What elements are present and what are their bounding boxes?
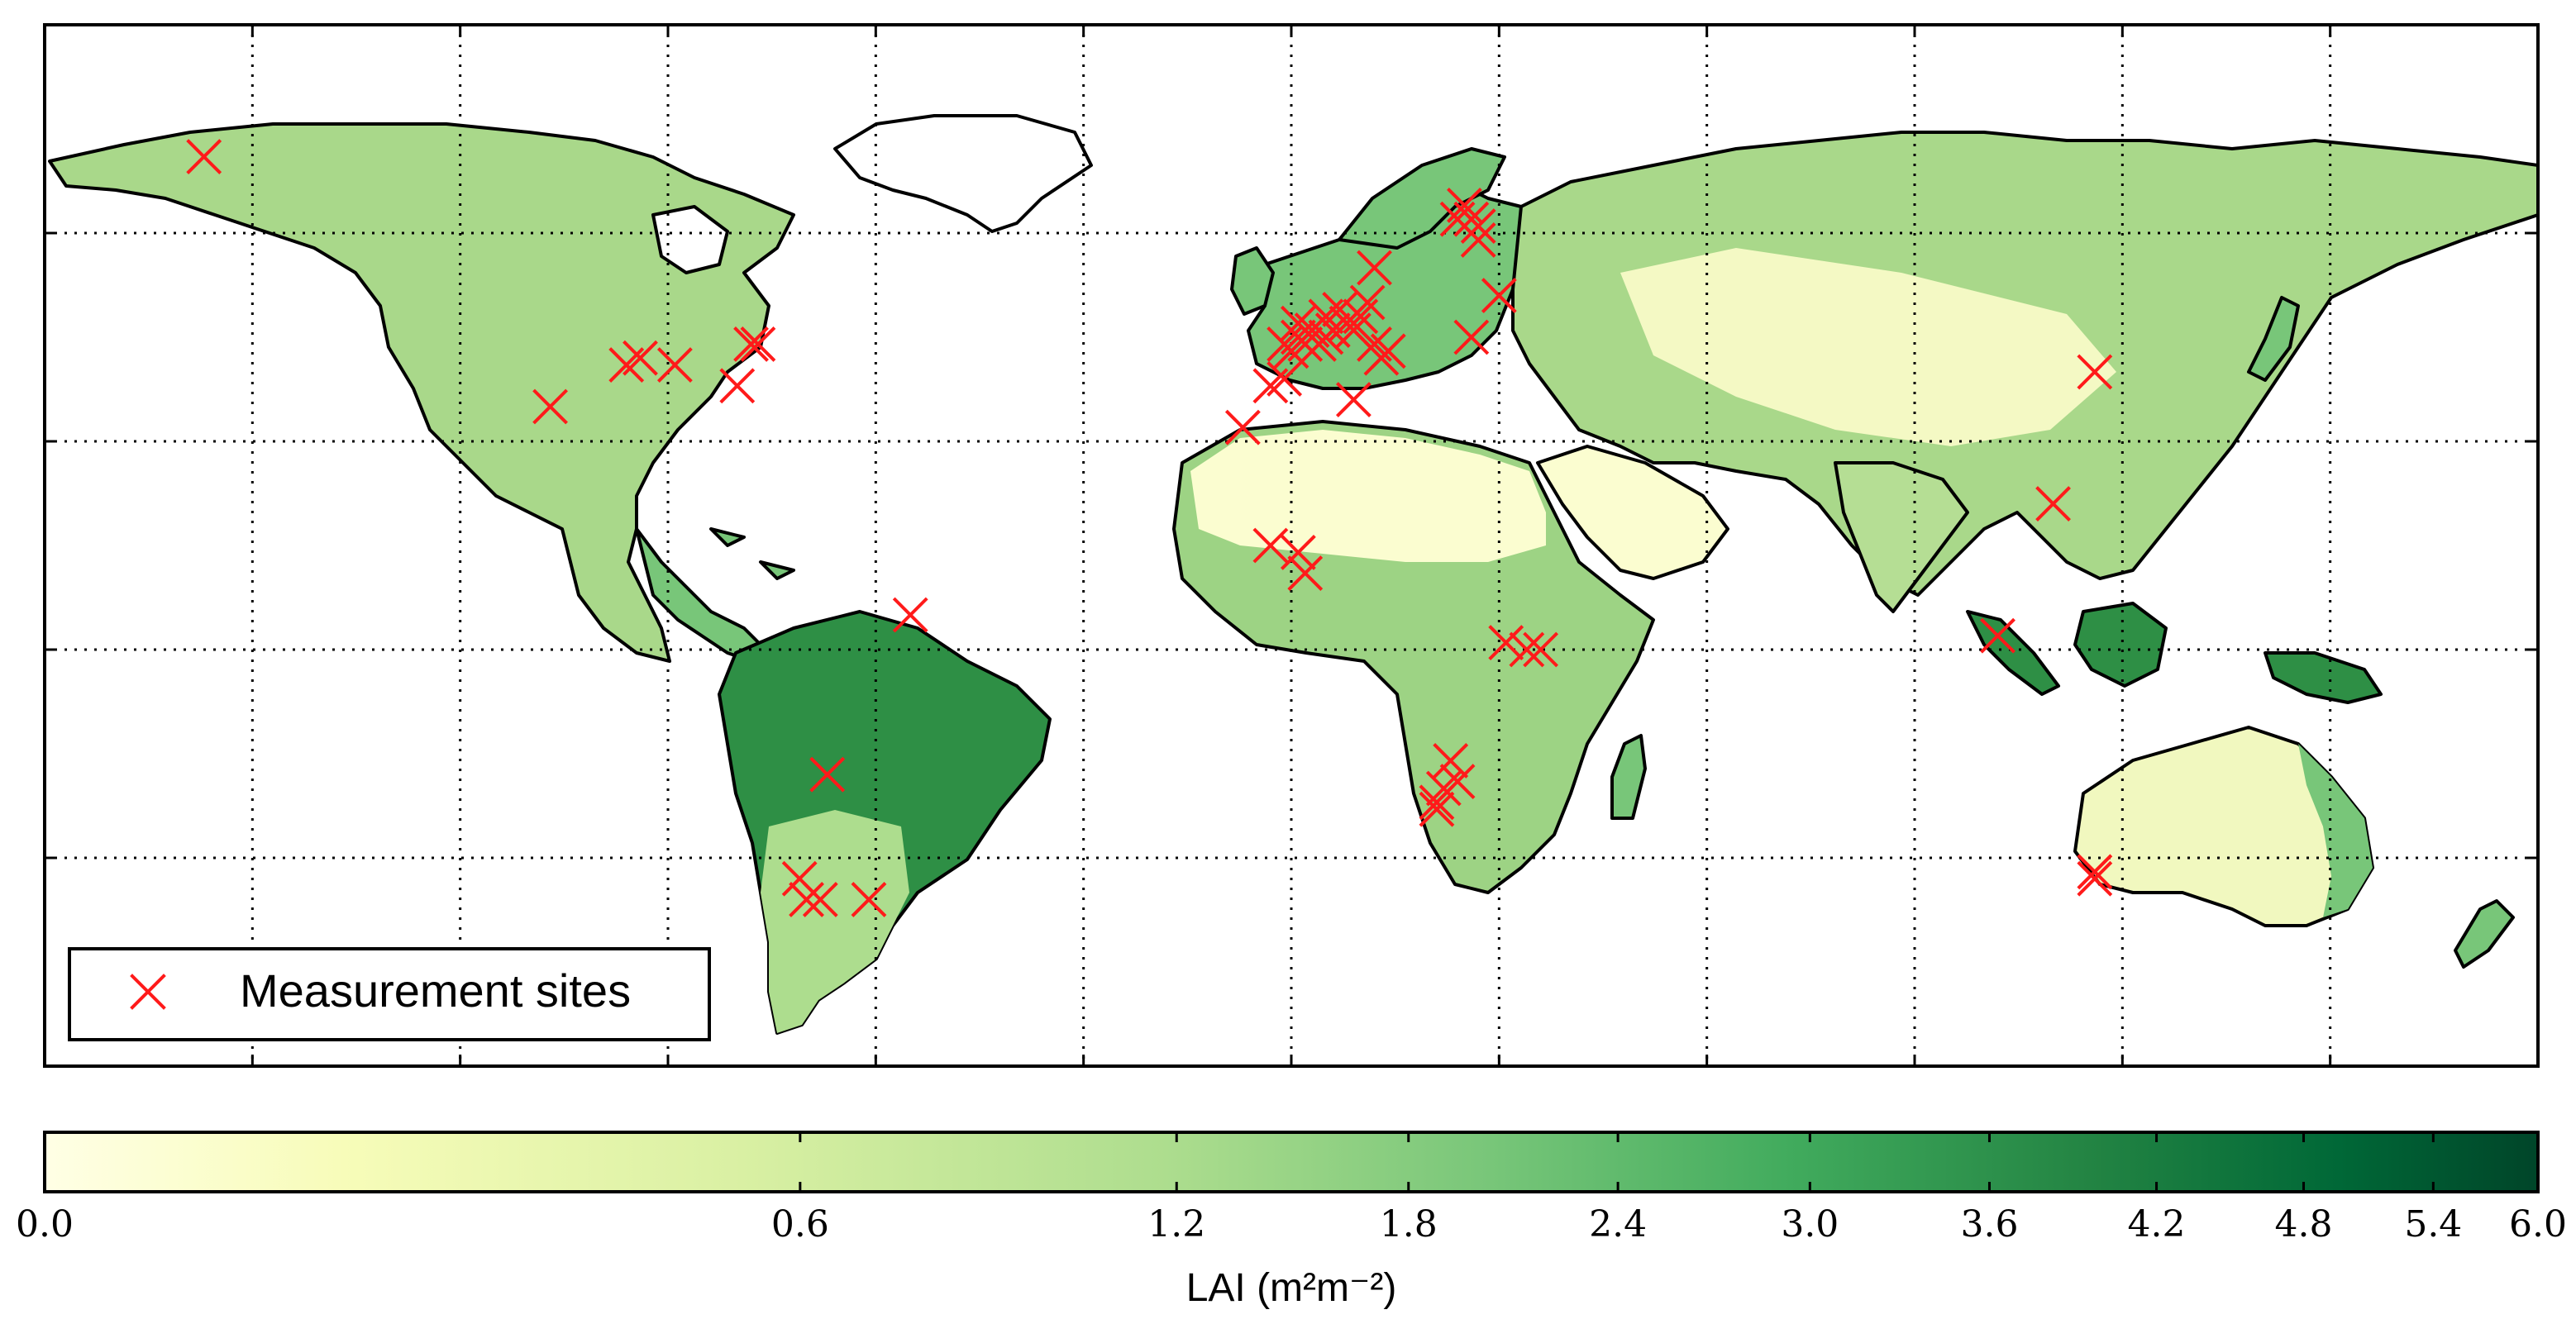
site-marker <box>1523 631 1559 668</box>
site-marker <box>1252 527 1289 564</box>
site-marker <box>1287 555 1324 592</box>
site-marker <box>1224 409 1261 445</box>
site-marker <box>2077 854 2113 890</box>
borneo <box>2073 602 2168 688</box>
legend-label: Measurement sites <box>240 964 631 1017</box>
greenland <box>833 114 1093 233</box>
legend: Measurement sites <box>68 947 711 1041</box>
colorbar-tick-label: 3.6 <box>1960 1203 2018 1245</box>
north-america <box>48 122 795 663</box>
colorbar-title: LAI (m²m⁻²) <box>1186 1266 1397 1310</box>
site-marker <box>1460 221 1496 258</box>
site-marker <box>1481 278 1517 314</box>
central-asia-desert <box>1620 248 2116 446</box>
site-marker <box>802 881 838 917</box>
site-marker <box>1509 631 1545 668</box>
british-isles <box>1230 246 1275 316</box>
south-america-south <box>761 810 909 1033</box>
colorbar-tick-label: 5.4 <box>2404 1203 2462 1245</box>
india <box>1834 461 1969 613</box>
site-marker <box>1370 333 1406 369</box>
site-marker <box>623 340 658 376</box>
colorbar-tick-label: 0.6 <box>771 1203 829 1245</box>
colorbar-gradient <box>43 1131 2540 1193</box>
gridlines <box>45 25 2538 1066</box>
legend-x-icon <box>130 974 166 1010</box>
colorbar-tick-label: 1.8 <box>1380 1203 1438 1245</box>
site-marker <box>1488 625 1524 661</box>
hudson-bay <box>651 205 729 274</box>
site-marker <box>1335 382 1371 418</box>
colorbar-tick-label: 0.0 <box>16 1203 74 1245</box>
site-marker <box>1267 360 1303 397</box>
site-marker <box>1280 534 1316 570</box>
land-layer <box>48 114 2538 1035</box>
site-marker <box>892 597 928 633</box>
site-marker <box>2035 486 2071 522</box>
site-marker <box>1980 617 2015 654</box>
new-guinea <box>2264 651 2383 704</box>
site-marker <box>809 756 846 793</box>
site-marker <box>719 368 756 404</box>
japan <box>2247 296 2300 382</box>
map-frame <box>43 23 2540 1068</box>
colorbar-tick-label: 3.0 <box>1781 1203 1839 1245</box>
site-marker <box>1419 791 1455 827</box>
measurement-sites <box>186 139 2113 917</box>
site-marker <box>1460 208 1496 245</box>
site-marker <box>733 326 769 362</box>
site-marker <box>1453 319 1490 355</box>
site-marker <box>1419 784 1455 821</box>
colorbar-tick-label: 4.2 <box>2128 1203 2186 1245</box>
site-marker <box>789 881 824 917</box>
site-marker <box>2077 860 2113 897</box>
arabia <box>1536 445 1729 580</box>
colorbar-tick-label: 2.4 <box>1589 1203 1647 1245</box>
site-marker <box>1433 742 1469 779</box>
australia-east-coast <box>2298 744 2373 917</box>
colorbar-tick-label: 1.2 <box>1147 1203 1205 1245</box>
legend-box <box>68 947 711 1041</box>
site-marker <box>532 388 568 425</box>
colorbar-ticks: 0.0 0.6 1.2 1.8 2.4 3.0 3.6 4.2 4.8 5.4 6.0 <box>16 1132 2567 1245</box>
madagascar <box>1610 734 1647 820</box>
caribbean-islands <box>709 527 795 580</box>
site-marker <box>851 881 887 917</box>
colorbar: 0.0 0.6 1.2 1.8 2.4 3.0 3.6 4.2 4.8 5.4 6.0 LAI (m… <box>16 1131 2567 1310</box>
scandinavia <box>1338 147 1506 250</box>
site-marker <box>740 326 776 362</box>
colorbar-tick-label: 6.0 <box>2509 1203 2567 1245</box>
new-zealand <box>2454 899 2515 969</box>
site-marker <box>2077 354 2113 390</box>
site-marker <box>1349 284 1386 321</box>
sahara <box>1190 430 1546 562</box>
site-marker <box>1357 250 1392 286</box>
site-marker <box>656 347 693 383</box>
colorbar-tick-label: 4.8 <box>2275 1203 2333 1245</box>
site-marker <box>186 139 222 175</box>
